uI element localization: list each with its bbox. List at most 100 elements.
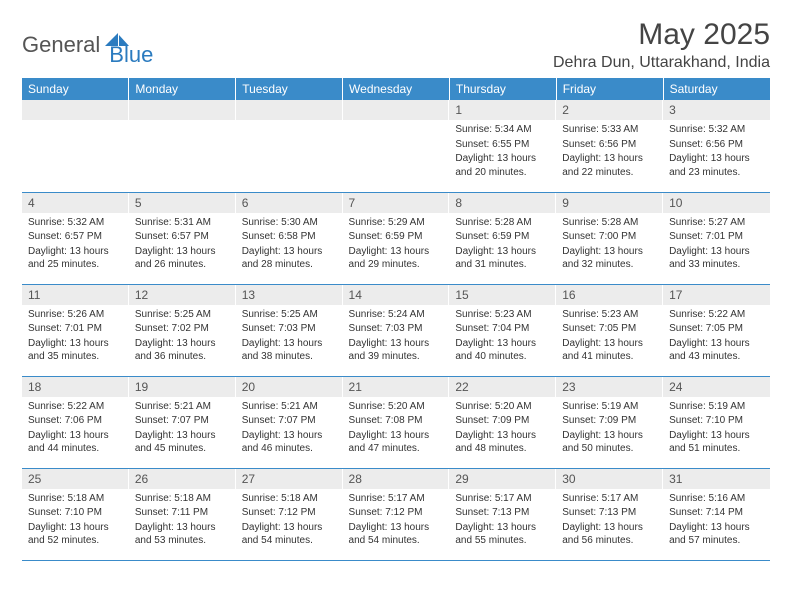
sunset-line: Sunset: 7:06 PM [28, 414, 123, 428]
sunset-line: Sunset: 7:14 PM [669, 506, 764, 520]
day-details: Sunrise: 5:18 AMSunset: 7:12 PMDaylight:… [236, 489, 343, 553]
sunrise-line: Sunrise: 5:20 AM [455, 400, 550, 414]
sunrise-line: Sunrise: 5:31 AM [135, 216, 230, 230]
day-details: Sunrise: 5:21 AMSunset: 7:07 PMDaylight:… [236, 397, 343, 461]
day-number: 30 [556, 469, 663, 489]
calendar-cell: 4Sunrise: 5:32 AMSunset: 6:57 PMDaylight… [22, 192, 129, 284]
day-details: Sunrise: 5:30 AMSunset: 6:58 PMDaylight:… [236, 213, 343, 277]
sunrise-line: Sunrise: 5:19 AM [669, 400, 764, 414]
calendar-cell: 25Sunrise: 5:18 AMSunset: 7:10 PMDayligh… [22, 468, 129, 560]
daylight-line: Daylight: 13 hours and 20 minutes. [455, 152, 550, 179]
sunrise-line: Sunrise: 5:22 AM [28, 400, 123, 414]
calendar-cell: 1Sunrise: 5:34 AMSunset: 6:55 PMDaylight… [449, 100, 556, 192]
daylight-line: Daylight: 13 hours and 41 minutes. [562, 337, 657, 364]
sunrise-line: Sunrise: 5:32 AM [28, 216, 123, 230]
sunrise-line: Sunrise: 5:32 AM [669, 123, 764, 137]
day-number: 12 [129, 285, 236, 305]
calendar-cell: 14Sunrise: 5:24 AMSunset: 7:03 PMDayligh… [343, 284, 450, 376]
sunset-line: Sunset: 6:58 PM [242, 230, 337, 244]
calendar-cell: 28Sunrise: 5:17 AMSunset: 7:12 PMDayligh… [343, 468, 450, 560]
day-details: Sunrise: 5:22 AMSunset: 7:05 PMDaylight:… [663, 305, 770, 369]
weekday-header: Monday [129, 78, 236, 100]
calendar-cell: 12Sunrise: 5:25 AMSunset: 7:02 PMDayligh… [129, 284, 236, 376]
day-number: 2 [556, 100, 663, 120]
calendar-cell: 30Sunrise: 5:17 AMSunset: 7:13 PMDayligh… [556, 468, 663, 560]
sunrise-line: Sunrise: 5:23 AM [455, 308, 550, 322]
sunset-line: Sunset: 7:00 PM [562, 230, 657, 244]
daylight-line: Daylight: 13 hours and 32 minutes. [562, 245, 657, 272]
day-details: Sunrise: 5:16 AMSunset: 7:14 PMDaylight:… [663, 489, 770, 553]
daylight-line: Daylight: 13 hours and 55 minutes. [455, 521, 550, 548]
day-number: 11 [22, 285, 129, 305]
sunrise-line: Sunrise: 5:28 AM [562, 216, 657, 230]
logo-text-blue: Blue [109, 42, 153, 68]
daylight-line: Daylight: 13 hours and 43 minutes. [669, 337, 764, 364]
day-details: Sunrise: 5:18 AMSunset: 7:11 PMDaylight:… [129, 489, 236, 553]
sunrise-line: Sunrise: 5:21 AM [135, 400, 230, 414]
sunset-line: Sunset: 7:07 PM [135, 414, 230, 428]
day-number: 28 [343, 469, 450, 489]
page-title: May 2025 [553, 18, 770, 52]
calendar-week-row: 18Sunrise: 5:22 AMSunset: 7:06 PMDayligh… [22, 376, 770, 468]
day-number [236, 100, 343, 120]
calendar-cell [236, 100, 343, 192]
day-number: 4 [22, 193, 129, 213]
sunset-line: Sunset: 6:57 PM [135, 230, 230, 244]
calendar-cell: 21Sunrise: 5:20 AMSunset: 7:08 PMDayligh… [343, 376, 450, 468]
day-number: 25 [22, 469, 129, 489]
calendar-cell: 29Sunrise: 5:17 AMSunset: 7:13 PMDayligh… [449, 468, 556, 560]
day-details: Sunrise: 5:23 AMSunset: 7:05 PMDaylight:… [556, 305, 663, 369]
header: General Blue May 2025 Dehra Dun, Uttarak… [22, 18, 770, 72]
daylight-line: Daylight: 13 hours and 53 minutes. [135, 521, 230, 548]
day-number: 8 [449, 193, 556, 213]
daylight-line: Daylight: 13 hours and 51 minutes. [669, 429, 764, 456]
day-details: Sunrise: 5:34 AMSunset: 6:55 PMDaylight:… [449, 120, 556, 184]
sunset-line: Sunset: 6:56 PM [562, 138, 657, 152]
day-number: 7 [343, 193, 450, 213]
day-number: 10 [663, 193, 770, 213]
calendar-cell: 5Sunrise: 5:31 AMSunset: 6:57 PMDaylight… [129, 192, 236, 284]
sunrise-line: Sunrise: 5:16 AM [669, 492, 764, 506]
day-details: Sunrise: 5:31 AMSunset: 6:57 PMDaylight:… [129, 213, 236, 277]
calendar-cell [22, 100, 129, 192]
daylight-line: Daylight: 13 hours and 40 minutes. [455, 337, 550, 364]
day-number: 1 [449, 100, 556, 120]
sunrise-line: Sunrise: 5:23 AM [562, 308, 657, 322]
calendar-cell: 16Sunrise: 5:23 AMSunset: 7:05 PMDayligh… [556, 284, 663, 376]
weekday-header: Sunday [22, 78, 129, 100]
sunrise-line: Sunrise: 5:17 AM [562, 492, 657, 506]
sunrise-line: Sunrise: 5:17 AM [455, 492, 550, 506]
calendar-cell: 13Sunrise: 5:25 AMSunset: 7:03 PMDayligh… [236, 284, 343, 376]
day-details: Sunrise: 5:32 AMSunset: 6:56 PMDaylight:… [663, 120, 770, 184]
calendar-cell [129, 100, 236, 192]
day-details: Sunrise: 5:17 AMSunset: 7:13 PMDaylight:… [449, 489, 556, 553]
calendar-cell: 23Sunrise: 5:19 AMSunset: 7:09 PMDayligh… [556, 376, 663, 468]
sunset-line: Sunset: 7:01 PM [669, 230, 764, 244]
day-details: Sunrise: 5:20 AMSunset: 7:09 PMDaylight:… [449, 397, 556, 461]
daylight-line: Daylight: 13 hours and 22 minutes. [562, 152, 657, 179]
day-details: Sunrise: 5:22 AMSunset: 7:06 PMDaylight:… [22, 397, 129, 461]
day-details: Sunrise: 5:23 AMSunset: 7:04 PMDaylight:… [449, 305, 556, 369]
daylight-line: Daylight: 13 hours and 50 minutes. [562, 429, 657, 456]
calendar-cell: 24Sunrise: 5:19 AMSunset: 7:10 PMDayligh… [663, 376, 770, 468]
sunset-line: Sunset: 7:13 PM [455, 506, 550, 520]
sunrise-line: Sunrise: 5:18 AM [135, 492, 230, 506]
day-number [22, 100, 129, 120]
daylight-line: Daylight: 13 hours and 25 minutes. [28, 245, 123, 272]
daylight-line: Daylight: 13 hours and 45 minutes. [135, 429, 230, 456]
sunset-line: Sunset: 7:09 PM [455, 414, 550, 428]
day-number [129, 100, 236, 120]
daylight-line: Daylight: 13 hours and 54 minutes. [242, 521, 337, 548]
calendar-cell: 2Sunrise: 5:33 AMSunset: 6:56 PMDaylight… [556, 100, 663, 192]
day-details: Sunrise: 5:17 AMSunset: 7:13 PMDaylight:… [556, 489, 663, 553]
calendar-cell: 31Sunrise: 5:16 AMSunset: 7:14 PMDayligh… [663, 468, 770, 560]
daylight-line: Daylight: 13 hours and 36 minutes. [135, 337, 230, 364]
day-details: Sunrise: 5:28 AMSunset: 7:00 PMDaylight:… [556, 213, 663, 277]
day-details: Sunrise: 5:18 AMSunset: 7:10 PMDaylight:… [22, 489, 129, 553]
day-details: Sunrise: 5:19 AMSunset: 7:10 PMDaylight:… [663, 397, 770, 461]
daylight-line: Daylight: 13 hours and 57 minutes. [669, 521, 764, 548]
calendar-cell: 22Sunrise: 5:20 AMSunset: 7:09 PMDayligh… [449, 376, 556, 468]
calendar-cell: 3Sunrise: 5:32 AMSunset: 6:56 PMDaylight… [663, 100, 770, 192]
day-details: Sunrise: 5:21 AMSunset: 7:07 PMDaylight:… [129, 397, 236, 461]
weekday-header: Tuesday [236, 78, 343, 100]
